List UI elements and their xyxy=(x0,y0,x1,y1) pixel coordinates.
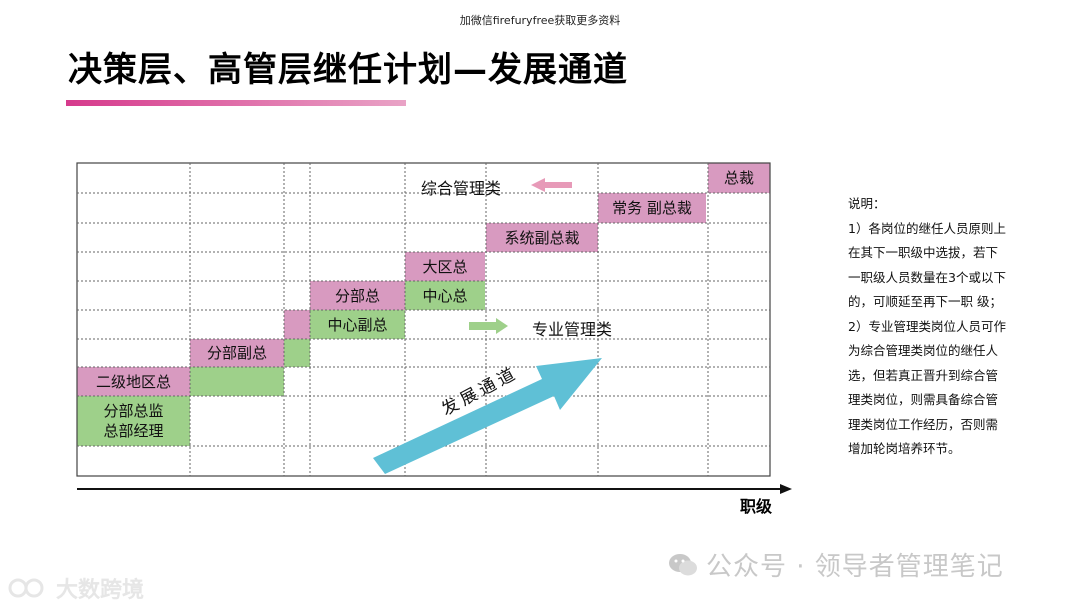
box-ceo-bg xyxy=(708,163,770,193)
box-system-vp: 系统副总裁 xyxy=(504,228,580,247)
notes-line: 理类岗位工作经历，否则需 xyxy=(848,416,999,432)
box-pink-small-bg xyxy=(284,310,310,339)
title-underline xyxy=(66,100,406,106)
dev-channel-arrow xyxy=(373,358,602,474)
professional-mgmt-arrow xyxy=(469,318,508,334)
box-center-head: 中心总 xyxy=(422,286,468,305)
box-green-small-bg xyxy=(284,339,310,367)
watermark-right: 公众号 · 领导者管理笔记 xyxy=(668,546,1004,583)
box-branch-deputy-bg xyxy=(190,339,284,367)
grid-cols xyxy=(189,163,709,476)
box-region-head-bg xyxy=(405,252,485,281)
box-system-vp-bg xyxy=(486,223,598,252)
box-branch-deputy: 分部副总 xyxy=(206,344,267,362)
brand-logo-icon xyxy=(8,578,44,598)
x-axis-label: 职级 xyxy=(740,497,773,516)
notes-line: 为综合管理类岗位的继任人 xyxy=(848,343,999,358)
watermark-left-text: 大数跨境 xyxy=(56,578,145,603)
notes-panel: 说明： 1）各岗位的继任人员原则上 在其下一职级中选拔，若下 一职级人员数量在3… xyxy=(848,192,1038,462)
x-axis-arrowhead xyxy=(780,484,792,494)
notes-line: 的，可顺延至再下一职 级； xyxy=(848,294,1002,309)
box-regional-l2-bg xyxy=(77,367,190,396)
box-branch-head: 分部总 xyxy=(334,286,380,305)
box-center-deputy: 中心副总 xyxy=(327,315,388,334)
notes-line: 在其下一职级中选拔，若下 xyxy=(848,245,999,260)
watermark-left: 大数跨境 xyxy=(8,572,144,604)
notes-line: 1）各岗位的继任人员原则上 xyxy=(848,220,1006,236)
box-branch-director-line1: 分部总监 xyxy=(103,402,164,420)
grid-border xyxy=(76,162,771,477)
wechat-icon xyxy=(669,553,697,575)
box-regional-l2: 二级地区总 xyxy=(95,372,171,391)
professional-mgmt-label: 专业管理类 xyxy=(532,320,613,339)
box-region-head: 大区总 xyxy=(422,257,468,276)
box-branch-director-bg xyxy=(77,396,190,446)
box-ceo: 总裁 xyxy=(723,169,754,187)
box-center-head-bg xyxy=(405,281,485,310)
notes-line: 理类岗位，则需具备综合管 xyxy=(848,392,999,407)
grid-rows xyxy=(77,192,770,447)
box-center-deputy-bg xyxy=(310,310,405,339)
general-mgmt-label: 综合管理类 xyxy=(421,179,502,198)
notes-line: 说明： xyxy=(848,196,886,211)
box-exec-vp: 常务 副总裁 xyxy=(612,199,692,217)
watermark-right-text: 公众号 · 领导者管理笔记 xyxy=(706,552,1004,582)
box-branch-director-line2: 总部经理 xyxy=(103,422,164,440)
box-branch-head-bg xyxy=(310,281,405,310)
page-title: 决策层、高管层继任计划—发展通道 xyxy=(68,50,628,90)
header-note: 加微信firefuryfree获取更多资料 xyxy=(459,14,621,27)
box-exec-vp-bg xyxy=(598,193,706,223)
box-green-mid-bg xyxy=(190,367,284,396)
notes-line: 一职级人员数量在3个或以下 xyxy=(848,269,1006,285)
notes-line: 2）专业管理类岗位人员可作 xyxy=(848,318,1006,334)
general-mgmt-arrow xyxy=(531,178,572,192)
box-branch-director: 分部总监 总部经理 xyxy=(77,398,190,444)
notes-line: 增加轮岗培养环节。 xyxy=(848,441,961,456)
notes-line: 选，但若真正晋升到综合管 xyxy=(848,367,999,383)
